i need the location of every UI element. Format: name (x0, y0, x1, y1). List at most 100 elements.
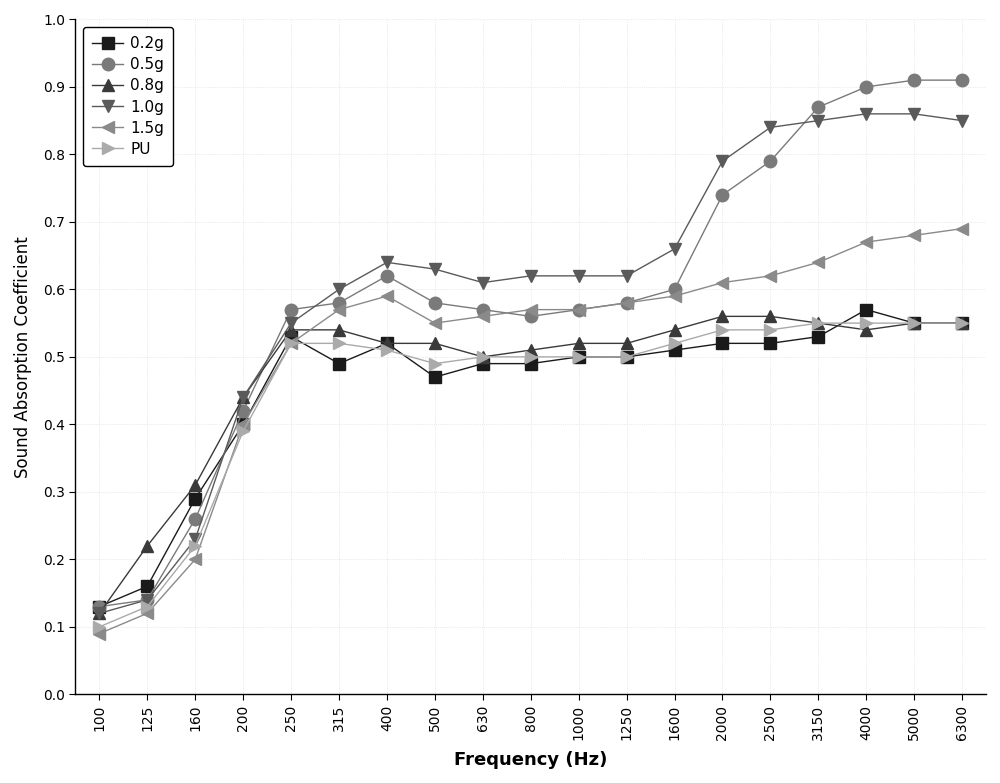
1.5g (189, 554, 201, 564)
0.8g (381, 339, 393, 348)
1.5g (525, 305, 537, 314)
PU (525, 352, 537, 362)
PU (860, 319, 872, 328)
1.5g (93, 629, 105, 638)
0.5g (381, 271, 393, 280)
0.5g (812, 103, 824, 112)
0.8g (764, 312, 776, 321)
1.0g (860, 109, 872, 118)
PU (908, 319, 920, 328)
PU (333, 339, 345, 348)
0.5g (956, 75, 968, 85)
0.8g (189, 481, 201, 490)
0.2g (525, 359, 537, 368)
0.8g (477, 352, 489, 362)
1.0g (716, 157, 728, 166)
0.8g (333, 325, 345, 334)
1.5g (860, 237, 872, 247)
1.0g (956, 116, 968, 125)
0.5g (764, 157, 776, 166)
1.0g (237, 392, 249, 402)
1.0g (429, 265, 441, 274)
PU (237, 427, 249, 436)
0.8g (669, 325, 681, 334)
PU (621, 352, 633, 362)
0.2g (621, 352, 633, 362)
1.5g (477, 312, 489, 321)
PU (764, 325, 776, 334)
PU (477, 352, 489, 362)
1.0g (812, 116, 824, 125)
0.2g (141, 582, 153, 591)
1.5g (956, 224, 968, 233)
0.5g (669, 285, 681, 294)
Line: 1.5g: 1.5g (93, 222, 968, 640)
0.8g (621, 339, 633, 348)
Line: PU: PU (93, 317, 968, 633)
1.0g (93, 608, 105, 618)
PU (141, 602, 153, 612)
1.5g (429, 319, 441, 328)
0.8g (141, 541, 153, 550)
0.2g (237, 420, 249, 429)
0.5g (333, 298, 345, 308)
1.5g (333, 305, 345, 314)
0.8g (429, 339, 441, 348)
0.2g (429, 373, 441, 382)
1.0g (621, 271, 633, 280)
0.5g (285, 305, 297, 314)
0.2g (812, 332, 824, 341)
0.5g (621, 298, 633, 308)
0.5g (716, 190, 728, 200)
0.8g (860, 325, 872, 334)
0.8g (716, 312, 728, 321)
0.2g (93, 602, 105, 612)
0.5g (525, 312, 537, 321)
1.0g (189, 535, 201, 544)
0.5g (189, 514, 201, 524)
0.2g (573, 352, 585, 362)
1.5g (141, 608, 153, 618)
PU (429, 359, 441, 368)
1.5g (621, 298, 633, 308)
1.0g (381, 258, 393, 267)
1.5g (237, 420, 249, 429)
1.0g (573, 271, 585, 280)
PU (93, 622, 105, 632)
0.5g (860, 82, 872, 92)
0.2g (908, 319, 920, 328)
1.5g (285, 339, 297, 348)
0.5g (429, 298, 441, 308)
PU (381, 345, 393, 355)
PU (669, 339, 681, 348)
1.5g (573, 305, 585, 314)
0.5g (93, 602, 105, 612)
X-axis label: Frequency (Hz): Frequency (Hz) (454, 751, 607, 769)
0.8g (908, 319, 920, 328)
0.2g (956, 319, 968, 328)
0.5g (908, 75, 920, 85)
1.0g (764, 123, 776, 132)
0.8g (285, 325, 297, 334)
PU (285, 339, 297, 348)
1.5g (669, 291, 681, 301)
Line: 1.0g: 1.0g (93, 107, 968, 619)
1.0g (141, 595, 153, 604)
Line: 0.2g: 0.2g (93, 303, 968, 613)
0.2g (189, 494, 201, 503)
1.5g (908, 231, 920, 240)
0.8g (573, 339, 585, 348)
1.5g (812, 258, 824, 267)
0.5g (477, 305, 489, 314)
0.5g (141, 595, 153, 604)
0.2g (764, 339, 776, 348)
Legend: 0.2g, 0.5g, 0.8g, 1.0g, 1.5g, PU: 0.2g, 0.5g, 0.8g, 1.0g, 1.5g, PU (83, 27, 173, 166)
0.2g (860, 305, 872, 314)
1.0g (285, 319, 297, 328)
0.8g (812, 319, 824, 328)
0.2g (477, 359, 489, 368)
0.5g (573, 305, 585, 314)
1.5g (716, 278, 728, 287)
1.5g (764, 271, 776, 280)
1.0g (333, 285, 345, 294)
